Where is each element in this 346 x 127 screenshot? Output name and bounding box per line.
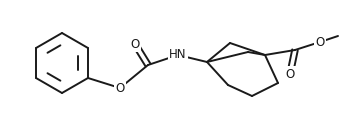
Text: O: O [115, 82, 125, 94]
Text: O: O [315, 36, 325, 49]
Text: O: O [285, 67, 295, 81]
Text: HN: HN [169, 49, 187, 61]
Text: O: O [130, 37, 140, 51]
